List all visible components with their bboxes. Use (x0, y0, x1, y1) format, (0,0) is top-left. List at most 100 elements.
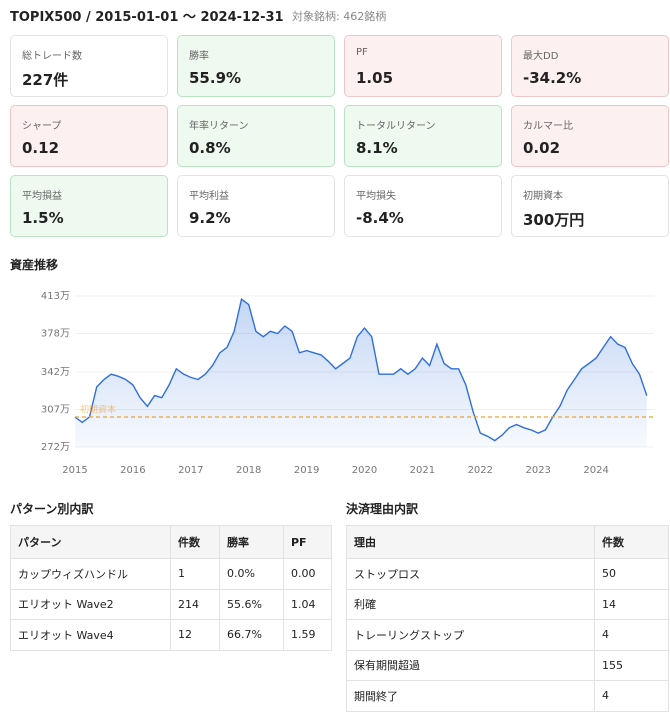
table-cell: 66.7% (219, 619, 284, 651)
metric-value: 8.1% (356, 139, 398, 157)
metric-label: 年率リターン (189, 121, 249, 132)
table-cell: 4 (594, 619, 669, 651)
table-row: 保有期間超過 155 (346, 649, 669, 681)
x-tick-label: 2017 (178, 465, 203, 476)
exit-table: 理由 件数 ストップロス 50 利確 14 トレーリングストップ 4 保有期間超過 155 期間終了… (346, 525, 669, 712)
metric-card: 勝率 55.9% (177, 35, 335, 97)
page-title: TOPIX500 / 2015-01-01 〜 2024-12-31 (10, 10, 284, 25)
y-tick-label: 378万 (41, 328, 70, 339)
metric-value: 1.05 (356, 69, 394, 87)
table-cell: 利確 (346, 588, 595, 620)
x-tick-label: 2023 (525, 465, 550, 476)
table-cell: 50 (594, 558, 669, 590)
table-cell: トレーリングストップ (346, 619, 595, 651)
metric-card: 平均利益 9.2% (177, 175, 335, 237)
metric-value: 0.8% (189, 139, 231, 157)
y-tick-label: 342万 (41, 367, 70, 378)
x-tick-label: 2018 (236, 465, 261, 476)
metric-card: 最大DD -34.2% (511, 35, 669, 97)
table-row: 利確 14 (346, 588, 669, 620)
table-row: エリオット Wave4 12 66.7% 1.59 (10, 619, 332, 651)
metric-value: 9.2% (189, 209, 231, 227)
table-row: ストップロス 50 (346, 558, 669, 590)
table-cell: 0.0% (219, 558, 284, 590)
metric-label: カルマー比 (523, 121, 573, 132)
metric-label: 平均利益 (189, 191, 229, 202)
x-tick-label: 2024 (583, 465, 608, 476)
metric-card: 総トレード数 227件 (10, 35, 168, 97)
header-row: 理由 件数 (346, 525, 669, 559)
table-cell: 保有期間超過 (346, 649, 595, 681)
x-tick-label: 2016 (120, 465, 145, 476)
metric-card: 年率リターン 0.8% (177, 105, 335, 167)
metric-label: 平均損失 (356, 191, 396, 202)
page-subtitle: 対象銘柄: 462銘柄 (292, 10, 387, 23)
metric-label: 初期資本 (523, 191, 563, 202)
table-cell: 期間終了 (346, 680, 595, 712)
metric-label: 総トレード数 (22, 51, 82, 62)
table-cell: エリオット Wave2 (10, 588, 171, 620)
table-cell: 214 (170, 588, 220, 620)
x-tick-label: 2020 (352, 465, 377, 476)
pattern-table: パターン 件数 勝率 PF カップウィズハンドル 1 0.0% 0.00 エリオット Wave2… (10, 525, 332, 651)
metric-value: 0.12 (22, 139, 60, 157)
metric-card: カルマー比 0.02 (511, 105, 669, 167)
header-row: パターン 件数 勝率 PF (10, 525, 332, 559)
table-cell: 4 (594, 680, 669, 712)
equity-area (75, 299, 647, 447)
column-header: 件数 (594, 525, 669, 559)
column-header: 理由 (346, 525, 595, 559)
metric-card: PF 1.05 (344, 35, 502, 97)
table-row: カップウィズハンドル 1 0.0% 0.00 (10, 558, 332, 590)
metric-card: シャープ 0.12 (10, 105, 168, 167)
chart-title: 資産推移 (10, 258, 59, 272)
metric-card: 初期資本 300万円 (511, 175, 669, 237)
x-tick-label: 2022 (468, 465, 493, 476)
table-cell: 155 (594, 649, 669, 681)
metric-value: 0.02 (523, 139, 561, 157)
column-header: 件数 (170, 525, 220, 559)
table-cell: 1 (170, 558, 220, 590)
metric-card: 平均損益 1.5% (10, 175, 168, 237)
table-cell: 1.04 (283, 588, 332, 620)
metric-value: 300万円 (523, 211, 585, 229)
metric-value: -8.4% (356, 209, 404, 227)
metric-value: 1.5% (22, 209, 64, 227)
metric-card: 平均損失 -8.4% (344, 175, 502, 237)
table-row: トレーリングストップ 4 (346, 619, 669, 651)
table-cell: 1.59 (283, 619, 332, 651)
metric-label: シャープ (22, 121, 62, 132)
table-cell: カップウィズハンドル (10, 558, 171, 590)
metric-label: 平均損益 (22, 191, 62, 202)
table-cell: 0.00 (283, 558, 332, 590)
section-title: 決済理由内訳 (346, 502, 419, 516)
x-tick-label: 2015 (62, 465, 87, 476)
y-tick-label: 307万 (41, 405, 70, 416)
metric-value: -34.2% (523, 69, 582, 87)
y-tick-label: 272万 (41, 442, 70, 453)
equity-line (74, 297, 648, 442)
x-tick-label: 2019 (294, 465, 319, 476)
metric-label: 最大DD (523, 51, 559, 62)
section-title: パターン別内訳 (10, 502, 94, 516)
column-header: PF (283, 525, 332, 559)
equity-chart: 272万 307万 342万 378万 413万 2015 2016 2017 2018 2019… (41, 291, 654, 476)
metric-card: トータルリターン 8.1% (344, 105, 502, 167)
y-tick-label: 413万 (41, 291, 70, 302)
x-tick-label: 2021 (410, 465, 435, 476)
column-header: パターン (10, 525, 171, 559)
metric-label: PF (356, 47, 368, 58)
metric-value: 227件 (22, 71, 69, 89)
table-cell: 12 (170, 619, 220, 651)
table-cell: 14 (594, 588, 669, 620)
metric-label: トータルリターン (356, 121, 436, 132)
table-row: エリオット Wave2 214 55.6% 1.04 (10, 588, 332, 620)
table-cell: ストップロス (346, 558, 595, 590)
column-header: 勝率 (219, 525, 284, 559)
table-cell: エリオット Wave4 (10, 619, 171, 651)
table-cell: 55.6% (219, 588, 284, 620)
reference-label: 初期資本 (80, 404, 116, 416)
metric-label: 勝率 (189, 51, 209, 62)
metric-value: 55.9% (189, 69, 242, 87)
